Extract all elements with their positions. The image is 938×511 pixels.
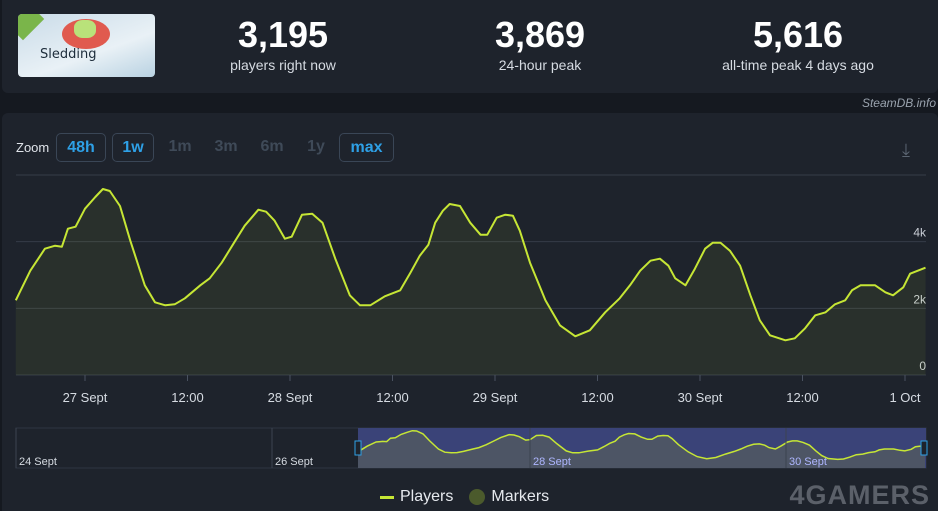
zoom-6m-button[interactable]: 6m xyxy=(260,138,284,155)
game-logo[interactable]: Sledding xyxy=(18,14,155,77)
stat-label: 24-hour peak xyxy=(498,57,582,73)
navigator-label: 30 Sept xyxy=(789,456,827,468)
navigator-label: 26 Sept xyxy=(275,456,313,468)
legend-markers[interactable]: Markers xyxy=(491,488,550,505)
zoom-1m-button[interactable]: 1m xyxy=(168,138,192,155)
stat-alltime-peak: 5,616 all-time peak 4 days ago xyxy=(678,14,918,73)
stat-current: 3,195 players right now xyxy=(163,14,403,73)
logo-frog xyxy=(74,20,96,38)
x-tick-label: 1 Oct xyxy=(889,390,920,405)
x-tick-label: 12:00 xyxy=(581,390,614,405)
legend-markers-swatch xyxy=(469,489,486,505)
source-credit[interactable]: SteamDB.info xyxy=(861,96,936,110)
zoom-48h-button[interactable]: 48h xyxy=(56,133,106,162)
x-tick-label: 28 Sept xyxy=(268,390,313,405)
navigator-area xyxy=(358,430,925,468)
zoom-1y-button[interactable]: 1y xyxy=(307,138,325,155)
x-tick-label: 12:00 xyxy=(171,390,204,405)
navigator-handle[interactable] xyxy=(920,440,928,456)
legend-players[interactable]: Players xyxy=(400,488,454,505)
navigator-line xyxy=(357,429,926,461)
zoom-max-button[interactable]: max xyxy=(339,133,394,162)
summary-panel: Sledding 3,195 players right now 3,869 24-… xyxy=(2,0,938,93)
zoom-label: Zoom xyxy=(16,140,50,155)
x-tick-label: 12:00 xyxy=(786,390,819,405)
logo-title: Sledding xyxy=(40,47,97,62)
y-tick-label: 2k xyxy=(913,292,927,306)
navigator-handle[interactable] xyxy=(354,440,362,456)
watermark: 4GAMERS xyxy=(789,480,930,510)
x-tick-label: 12:00 xyxy=(376,390,409,405)
stat-label: players right now xyxy=(230,57,336,73)
y-tick-label: 4k xyxy=(913,226,927,240)
navigator-label: 24 Sept xyxy=(19,456,57,468)
legend: Players Markers xyxy=(380,488,549,506)
stat-24h-peak: 3,869 24-hour peak xyxy=(420,14,660,73)
x-tick-label: 27 Sept xyxy=(63,390,108,405)
x-tick-label: 30 Sept xyxy=(678,390,723,405)
download-icon[interactable]: ⤓ xyxy=(902,140,910,160)
players-area xyxy=(15,189,926,375)
zoom-1w-button[interactable]: 1w xyxy=(112,133,154,162)
zoom-3m-button[interactable]: 3m xyxy=(214,138,238,155)
stat-value: 3,195 xyxy=(237,14,329,55)
x-tick-label: 29 Sept xyxy=(473,390,518,405)
legend-players-swatch xyxy=(380,495,394,499)
y-tick-label: 0 xyxy=(919,359,926,373)
stat-value: 3,869 xyxy=(494,14,586,55)
stat-value: 5,616 xyxy=(752,14,844,55)
navigator-label: 28 Sept xyxy=(533,456,571,468)
stat-label: all-time peak 4 days ago xyxy=(722,57,874,73)
